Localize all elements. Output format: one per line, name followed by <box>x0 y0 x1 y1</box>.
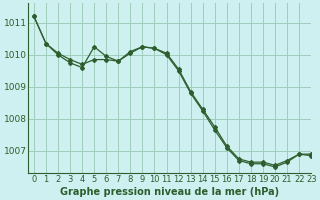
X-axis label: Graphe pression niveau de la mer (hPa): Graphe pression niveau de la mer (hPa) <box>60 187 279 197</box>
